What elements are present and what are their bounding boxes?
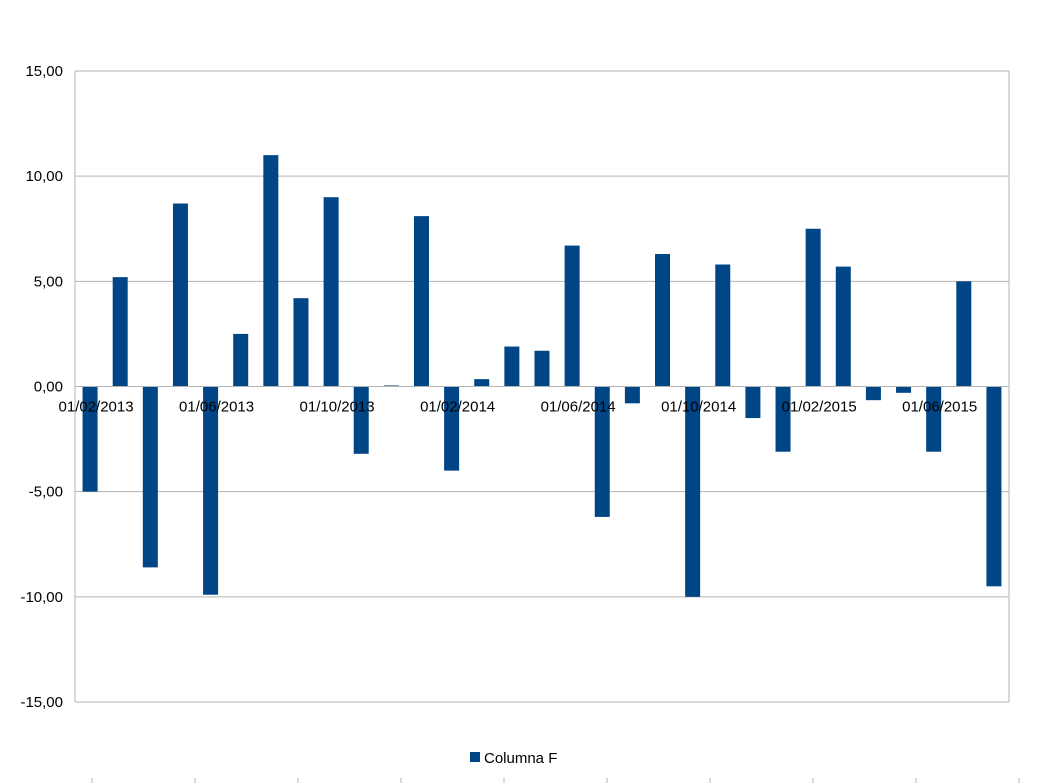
bar [564,245,580,387]
x-tick-label: 01/06/2015 [902,399,977,416]
bar [504,346,520,387]
bar [353,386,369,454]
x-tick-label: 01/02/2013 [59,399,134,416]
bar [805,228,821,387]
bar [896,386,912,393]
y-tick-label: 10,00 [25,168,63,185]
bar [956,281,972,387]
y-tick-label: 5,00 [34,273,63,290]
y-tick-label: -10,00 [20,589,63,606]
bar [745,386,761,419]
bar [986,386,1002,587]
bar [624,386,640,404]
bar [142,386,158,568]
bar [82,386,98,492]
y-tick-label: 15,00 [25,63,63,80]
bar [865,386,881,401]
bar [233,333,249,387]
bar [112,277,128,387]
bar [655,253,671,387]
bar [534,350,550,387]
y-tick-label: -5,00 [29,484,63,501]
x-tick-label: 01/06/2013 [179,399,254,416]
bar [383,385,399,387]
bar [474,379,490,387]
bar [835,266,851,387]
bar [293,298,309,387]
bar [685,386,701,597]
bar [926,386,942,452]
x-tick-label: 01/06/2014 [541,399,616,416]
x-tick-label: 01/10/2013 [300,399,375,416]
bar [444,386,460,471]
bars [82,155,1002,597]
bar [413,216,429,387]
bar [594,386,610,517]
bar [263,155,279,387]
bar [203,386,219,595]
legend-label: Columna F [484,750,557,767]
y-tick-label: -15,00 [20,694,63,711]
bar [715,264,731,387]
x-tick-label: 01/10/2014 [661,399,736,416]
y-tick-label: 0,00 [34,379,63,396]
y-axis-tick-labels: 15,00 10,00 5,00 0,00 -5,00 -10,00 -15,00 [20,63,63,711]
x-tick-label: 01/02/2015 [782,399,857,416]
bottom-tick-marks [91,778,1020,783]
bar [172,203,188,387]
bar [323,197,339,387]
x-axis-tick-labels: 01/02/2013 01/06/2013 01/10/2013 01/02/2014… [59,399,978,416]
bar [775,386,791,452]
x-tick-label: 01/02/2014 [420,399,495,416]
legend-swatch [470,752,480,762]
legend: Columna F [470,750,557,767]
